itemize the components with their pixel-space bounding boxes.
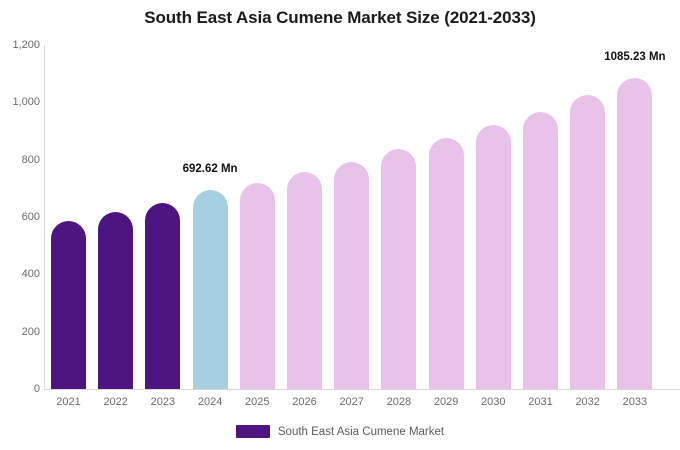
y-axis-tick-label: 1,200 — [12, 39, 40, 51]
bar[interactable] — [381, 149, 417, 389]
y-axis-tick-label: 0 — [33, 383, 40, 395]
plot-area — [44, 45, 680, 389]
x-axis-tick-label: 2032 — [575, 396, 600, 408]
y-axis-tick-label: 600 — [21, 211, 40, 223]
x-axis-tick-label: 2025 — [245, 396, 270, 408]
bar[interactable] — [475, 125, 511, 389]
legend-swatch-icon — [235, 425, 270, 438]
x-axis-tick-label: 2031 — [528, 396, 553, 408]
bar[interactable] — [145, 202, 181, 389]
x-axis-tick-label: 2029 — [433, 396, 459, 408]
bar-value-label: 1085.23 Mn — [604, 50, 666, 63]
y-axis-tick-label: 400 — [21, 268, 40, 281]
bar[interactable] — [98, 211, 134, 389]
y-axis-tick-labels: 0 200 400 600 800 1,000 1,200 — [0, 0, 40, 450]
y-axis-tick-label: 800 — [21, 153, 40, 166]
bar[interactable] — [287, 172, 322, 389]
x-axis-tick-label: 2024 — [197, 396, 223, 408]
legend-item-label: South East Asia Cumene Market — [277, 425, 445, 438]
x-axis-tick-label: 2027 — [339, 396, 364, 408]
x-axis-tick-label: 2033 — [622, 396, 648, 408]
x-axis-tick-label: 2021 — [56, 396, 81, 408]
x-axis-tick-label: 2030 — [481, 396, 506, 408]
legend-item[interactable]: South East Asia Cumene Market — [235, 425, 445, 438]
x-axis-line — [44, 389, 680, 390]
x-axis-tick-label: 2028 — [386, 396, 412, 408]
y-axis-tick-label: 1,000 — [12, 96, 40, 109]
bar[interactable] — [617, 77, 653, 389]
bar[interactable] — [570, 95, 606, 389]
x-axis-tick-label: 2023 — [150, 396, 176, 408]
y-axis-line — [44, 45, 45, 390]
bar[interactable] — [523, 111, 558, 389]
chart-title: South East Asia Cumene Market Size (2021… — [144, 8, 536, 27]
bar[interactable] — [51, 221, 86, 389]
x-axis-tick-label: 2022 — [103, 396, 128, 408]
bar[interactable] — [428, 137, 464, 389]
bar[interactable] — [334, 161, 370, 389]
y-axis-tick-label: 200 — [21, 325, 40, 338]
bar[interactable] — [192, 190, 228, 389]
bar[interactable] — [239, 183, 275, 389]
bar-value-label: 692.62 Mn — [182, 163, 238, 176]
chart-legend: South East Asia Cumene Market — [0, 425, 680, 438]
x-axis-tick-label: 2026 — [292, 396, 317, 408]
